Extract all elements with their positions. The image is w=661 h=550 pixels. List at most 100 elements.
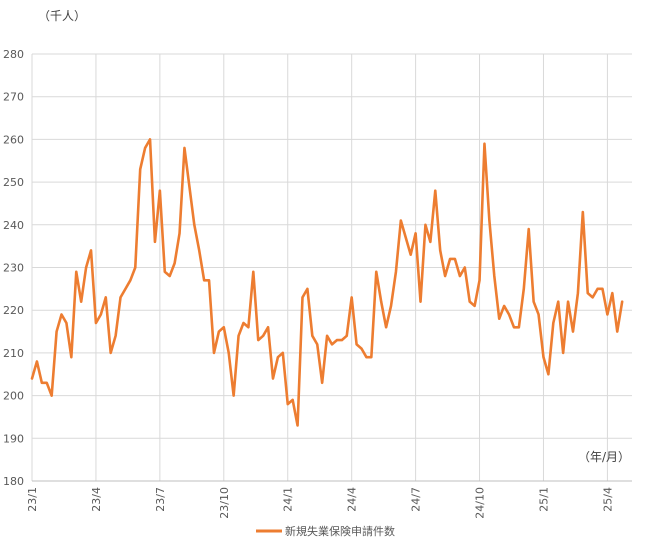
data-point (498, 317, 501, 320)
data-point (326, 335, 328, 337)
data-point (311, 335, 314, 337)
data-point (375, 270, 378, 273)
x-tick-label: 23/1 (26, 487, 39, 512)
data-point (163, 270, 166, 273)
data-point (227, 352, 230, 354)
data-point (262, 335, 264, 337)
x-tick-label: 25/4 (601, 487, 614, 512)
data-point (272, 377, 274, 380)
data-point (50, 394, 53, 397)
data-point (139, 168, 141, 171)
data-point (144, 147, 146, 149)
data-point (404, 236, 407, 239)
data-point (218, 330, 220, 333)
x-tick-label: 24/1 (282, 487, 295, 512)
y-tick-label: 250 (3, 176, 24, 189)
data-point (414, 232, 417, 235)
data-point (149, 138, 151, 141)
data-point (198, 249, 201, 252)
data-point (562, 352, 564, 354)
data-point (341, 339, 343, 341)
legend-label: 新規失業保険申請件数 (285, 524, 395, 538)
data-point (336, 339, 338, 341)
data-point (380, 300, 382, 303)
x-tick-label: 23/4 (90, 487, 103, 512)
data-point (552, 322, 555, 324)
data-point (557, 300, 560, 303)
data-point (193, 224, 196, 226)
data-point (454, 258, 456, 260)
data-point (355, 343, 358, 346)
data-point (463, 266, 466, 269)
legend: 新規失業保険申請件数 (256, 524, 395, 538)
data-point (596, 288, 599, 290)
data-point (449, 258, 451, 260)
data-point (513, 326, 515, 329)
data-point (350, 296, 353, 299)
data-point (286, 403, 289, 405)
data-point (134, 266, 137, 269)
y-axis-ticks: 180 190 200 210 220 230 240 250 260 270 280 (3, 48, 24, 488)
data-point (567, 300, 569, 303)
data-point (237, 335, 240, 337)
y-tick-label: 270 (3, 91, 24, 104)
data-point (85, 266, 87, 269)
data-point (370, 356, 373, 358)
data-point (429, 241, 432, 243)
data-point (109, 352, 112, 354)
data-point (124, 288, 127, 290)
data-point (459, 275, 461, 277)
data-point (36, 360, 38, 363)
y-tick-label: 280 (3, 48, 24, 61)
data-point (409, 253, 412, 256)
data-point (321, 381, 323, 384)
data-point (282, 352, 284, 354)
data-point (439, 249, 442, 252)
data-point (31, 377, 33, 380)
x-tick-label: 23/7 (154, 487, 167, 512)
data-point (331, 343, 333, 346)
data-point (395, 270, 397, 273)
data-point (208, 279, 210, 282)
data-point (75, 270, 78, 273)
data-point (473, 305, 476, 307)
data-point (400, 219, 402, 222)
data-point (527, 228, 530, 230)
data-point (606, 313, 609, 316)
x-tick-label: 23/10 (218, 487, 231, 519)
y-tick-label: 260 (3, 133, 24, 146)
data-point (45, 381, 48, 384)
data-point (582, 211, 584, 213)
data-point (114, 335, 117, 337)
data-point (547, 373, 550, 376)
data-point (390, 305, 392, 307)
data-point (434, 189, 437, 192)
data-point (493, 275, 496, 277)
data-point (532, 300, 535, 303)
data-point (444, 275, 446, 277)
data-point (129, 279, 132, 282)
data-point (267, 326, 269, 329)
data-point (277, 356, 279, 358)
y-tick-label: 180 (3, 475, 24, 488)
data-point (178, 232, 181, 235)
data-point (468, 300, 471, 303)
data-point (154, 241, 156, 243)
data-point (478, 279, 481, 282)
data-point (345, 335, 348, 337)
y-tick-label: 200 (3, 390, 24, 403)
gridlines (31, 53, 632, 481)
series-group (30, 138, 624, 427)
data-point (424, 224, 427, 226)
x-axis-unit-label: （年/月） (578, 450, 630, 464)
data-point (168, 275, 171, 277)
data-point (572, 330, 574, 333)
data-point (503, 305, 505, 307)
data-point (542, 356, 545, 358)
data-point (621, 300, 623, 303)
x-tick-label: 24/10 (474, 487, 487, 519)
data-point (291, 399, 294, 401)
data-point (611, 292, 614, 294)
data-point (252, 270, 255, 273)
data-point (385, 326, 387, 329)
